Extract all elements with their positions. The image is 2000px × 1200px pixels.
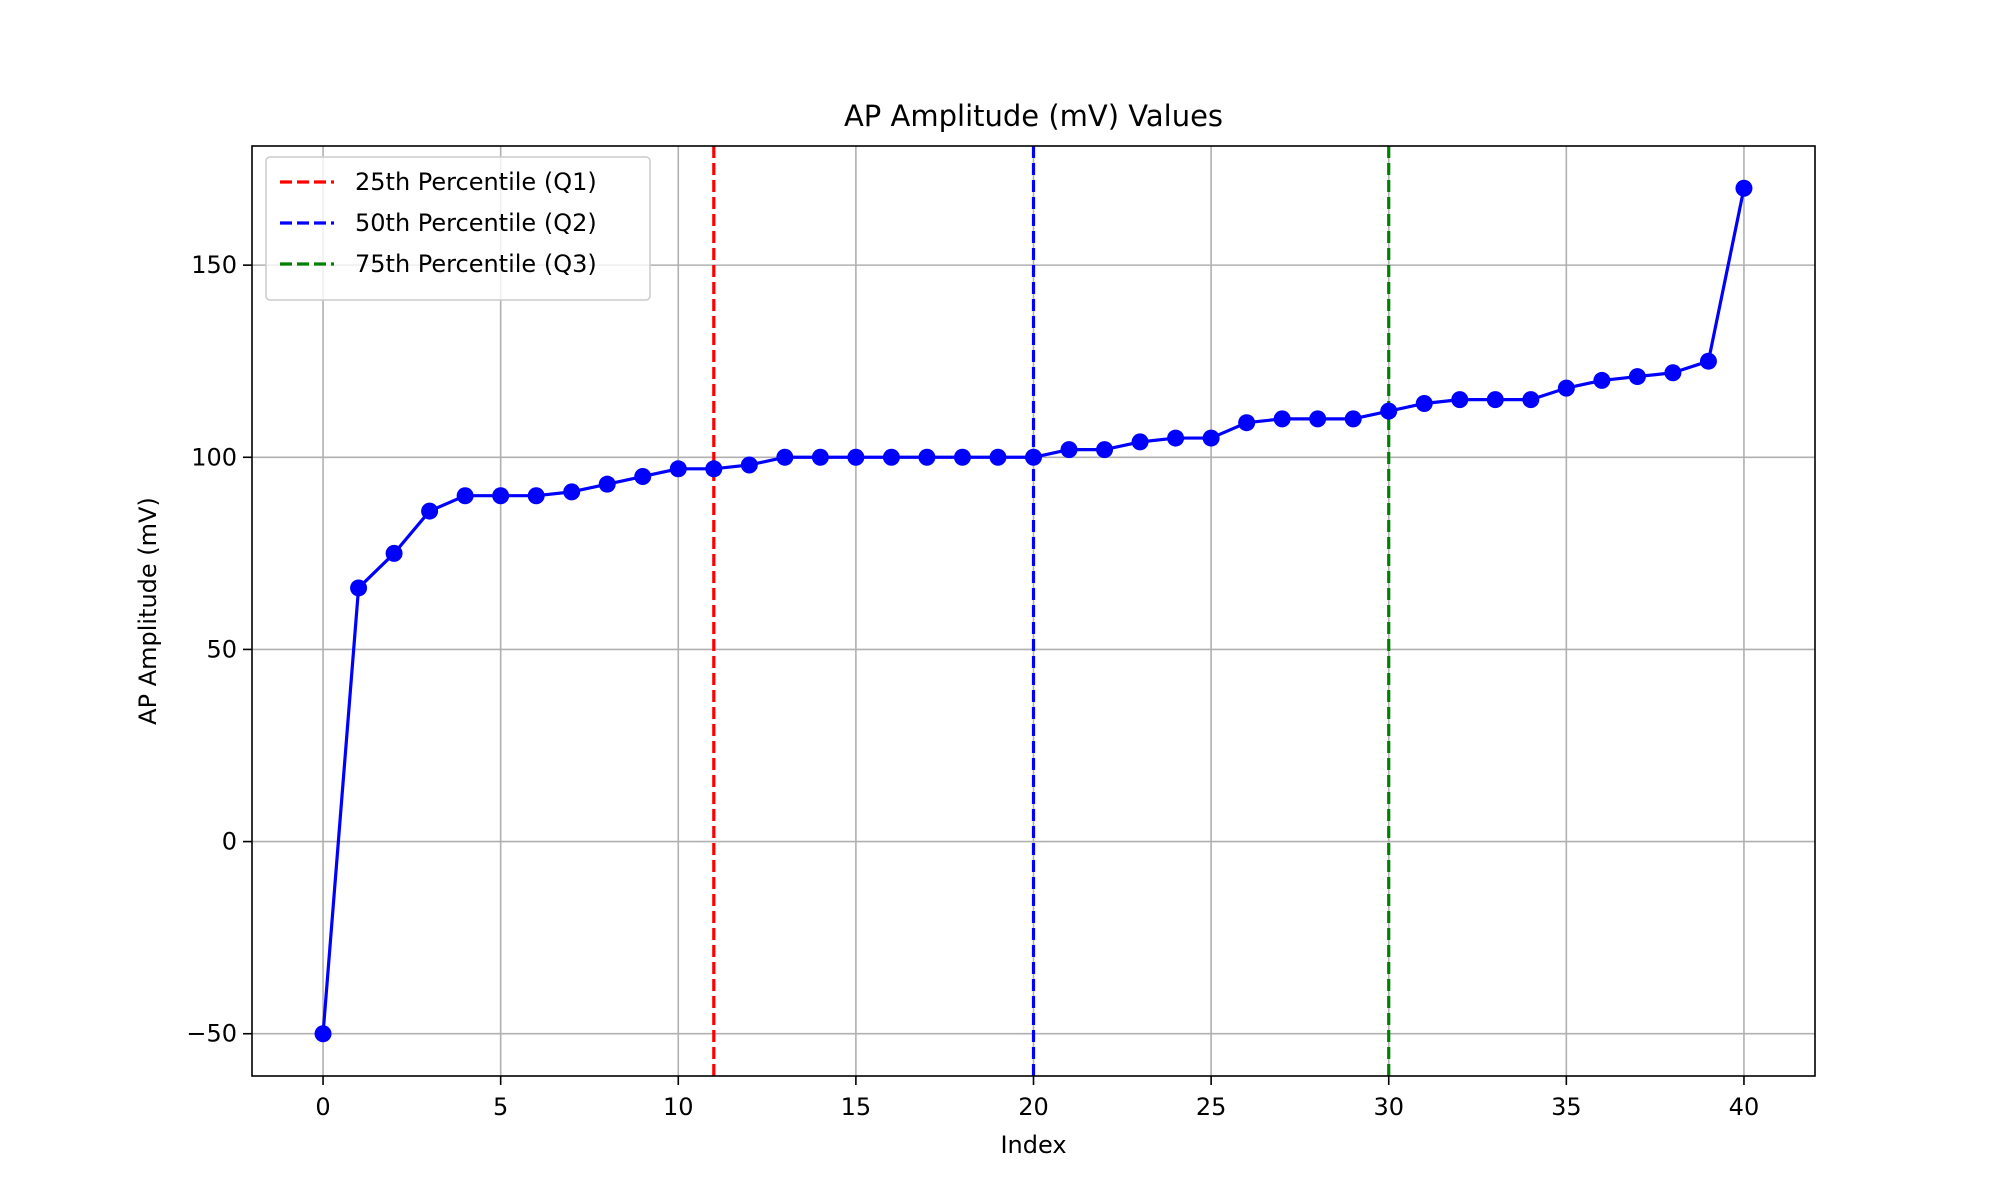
data-point xyxy=(1486,391,1504,409)
legend-label: 50th Percentile (Q2) xyxy=(355,209,597,237)
y-tick-label: 100 xyxy=(191,443,237,471)
data-point xyxy=(421,502,439,520)
data-point xyxy=(1415,394,1433,412)
legend-box xyxy=(265,156,651,301)
data-point xyxy=(811,448,829,466)
data-point xyxy=(1344,410,1362,428)
legend: 25th Percentile (Q1) 50th Percentile (Q2)… xyxy=(265,156,651,301)
legend-item: 50th Percentile (Q2) xyxy=(280,209,597,237)
data-point xyxy=(1238,414,1256,432)
data-point xyxy=(350,579,368,597)
data-point xyxy=(776,448,794,466)
data-point xyxy=(1593,371,1611,389)
data-point xyxy=(1096,441,1114,459)
x-tick-label: 40 xyxy=(1729,1093,1760,1121)
data-point xyxy=(1309,410,1327,428)
y-tick-label: 0 xyxy=(222,828,237,856)
data-point xyxy=(1699,352,1717,370)
y-axis-label: AP Amplitude (mV) xyxy=(134,497,162,725)
data-point xyxy=(1273,410,1291,428)
legend-label: 25th Percentile (Q1) xyxy=(355,168,597,196)
data-point xyxy=(1628,368,1646,386)
x-tick-label: 20 xyxy=(1018,1093,1049,1121)
data-point xyxy=(385,544,403,562)
legend-item: 75th Percentile (Q3) xyxy=(280,250,597,278)
y-tick-label: −50 xyxy=(186,1020,237,1048)
x-tick-label: 10 xyxy=(663,1093,694,1121)
data-point xyxy=(1202,429,1220,447)
data-point xyxy=(740,456,758,474)
data-point xyxy=(1131,433,1149,451)
percentile-lines xyxy=(712,146,1391,1076)
data-point xyxy=(1025,448,1042,466)
axis-ticks: 0 5 10 15 20 25 30 35 40 −50 0 50 100 150 xyxy=(186,251,1759,1121)
data-point xyxy=(989,448,1007,466)
y-tick-label: 150 xyxy=(191,251,237,279)
data-point xyxy=(527,487,545,505)
data-point xyxy=(1522,391,1540,409)
x-tick-label: 35 xyxy=(1551,1093,1582,1121)
data-point xyxy=(492,487,510,505)
data-point xyxy=(563,483,581,501)
data-point xyxy=(1664,364,1682,382)
legend-item: 25th Percentile (Q1) xyxy=(280,168,597,196)
data-point xyxy=(1735,179,1753,197)
x-tick-label: 30 xyxy=(1373,1093,1404,1121)
x-tick-label: 5 xyxy=(493,1093,508,1121)
x-tick-label: 15 xyxy=(841,1093,872,1121)
x-axis-label: Index xyxy=(1000,1131,1066,1159)
data-point xyxy=(918,448,936,466)
data-point xyxy=(1557,379,1575,397)
data-point xyxy=(634,467,652,485)
data-point xyxy=(705,460,723,478)
y-tick-label: 50 xyxy=(206,635,237,663)
data-point xyxy=(598,475,616,493)
data-point xyxy=(314,1025,332,1043)
data-point xyxy=(1167,429,1185,447)
x-tick-label: 0 xyxy=(315,1093,330,1121)
data-point xyxy=(669,460,687,478)
data-point xyxy=(953,448,971,466)
x-tick-label: 25 xyxy=(1196,1093,1227,1121)
data-point xyxy=(456,487,474,505)
data-point xyxy=(1060,441,1078,459)
data-point xyxy=(1380,402,1398,420)
series xyxy=(314,179,1753,1043)
legend-label: 75th Percentile (Q3) xyxy=(355,250,597,278)
data-point xyxy=(882,448,900,466)
data-point xyxy=(847,448,865,466)
chart-title: AP Amplitude (mV) Values xyxy=(844,99,1223,133)
data-point xyxy=(1451,391,1469,409)
